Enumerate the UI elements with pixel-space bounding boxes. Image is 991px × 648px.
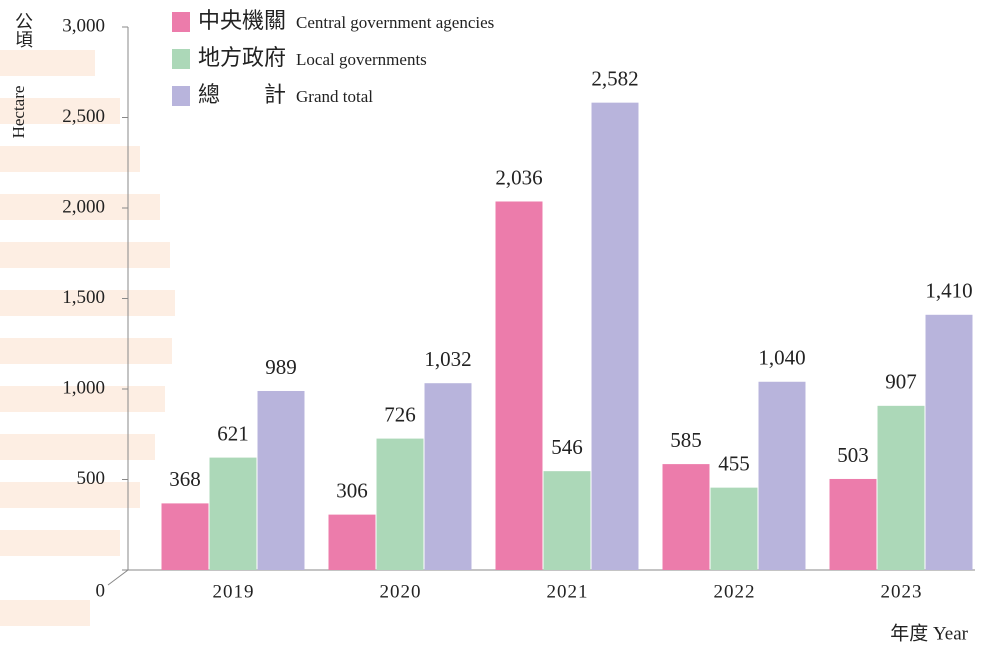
legend-swatch	[172, 49, 190, 69]
bar	[328, 514, 376, 570]
bar	[710, 487, 758, 570]
y-tick-label: 1,000	[62, 377, 105, 398]
y-axis-title: Hectare	[9, 86, 28, 139]
bar	[829, 478, 877, 570]
bar	[209, 457, 257, 570]
bar	[257, 390, 305, 570]
x-tick-label: 2020	[380, 581, 422, 602]
y-tick-label: 2,500	[62, 106, 105, 127]
axis-corner	[107, 569, 129, 586]
legend-label-en: Central government agencies	[296, 13, 494, 32]
bar	[591, 102, 639, 571]
value-label: 546	[551, 435, 583, 459]
value-label: 621	[217, 421, 249, 445]
bar	[543, 471, 591, 570]
x-tick-label: 2023	[881, 581, 923, 602]
value-label: 585	[670, 428, 702, 452]
value-label: 726	[384, 402, 416, 426]
value-label: 1,040	[758, 346, 805, 370]
bar	[758, 381, 806, 570]
y-tick-label: 1,500	[62, 287, 105, 308]
value-label: 503	[837, 443, 869, 467]
legend-swatch	[172, 12, 190, 32]
y-tick-label: 0	[96, 580, 106, 601]
legend-label: 總 計	[198, 83, 286, 108]
bar	[877, 405, 925, 570]
value-label: 455	[718, 451, 750, 475]
x-tick-label: 2022	[714, 581, 756, 602]
bar	[424, 383, 472, 570]
y-tick-label: 3,000	[62, 15, 105, 36]
bar	[925, 314, 973, 570]
y-tick-label: 500	[77, 468, 106, 489]
value-label: 2,036	[495, 165, 542, 189]
y-axis-title-zh: 公頃	[12, 12, 33, 48]
value-label: 306	[336, 478, 368, 502]
bar	[161, 503, 209, 570]
value-label: 989	[265, 355, 297, 379]
bar	[495, 201, 543, 570]
legend-swatch	[172, 86, 190, 106]
legend-label: 中央機關	[198, 9, 286, 34]
x-axis-title: 年度 Year	[890, 622, 968, 644]
value-label: 907	[885, 370, 917, 394]
value-label: 1,410	[925, 279, 972, 303]
x-tick-label: 2021	[547, 581, 589, 602]
value-label: 368	[169, 467, 201, 491]
bar	[376, 438, 424, 570]
x-tick-label: 2019	[213, 581, 255, 602]
y-tick-label: 2,000	[62, 196, 105, 217]
value-label: 1,032	[424, 347, 471, 371]
value-label: 2,582	[591, 66, 638, 90]
bar	[662, 464, 710, 570]
legend-label-en: Grand total	[296, 87, 373, 106]
legend-label-en: Local governments	[296, 50, 427, 69]
legend-label: 地方政府	[198, 46, 286, 71]
background-stripes	[0, 50, 175, 626]
